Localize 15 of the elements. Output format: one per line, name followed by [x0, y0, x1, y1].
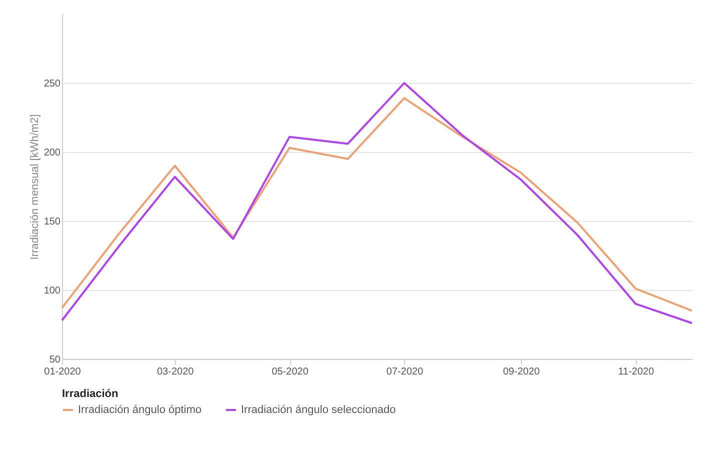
y-tick-label: 200 [44, 148, 61, 158]
y-tick-label: 250 [44, 78, 61, 90]
legend-label: Irradiación ángulo óptimo [78, 404, 202, 416]
x-tick-label: 11-2020 [618, 366, 654, 378]
x-tick-label: 03-2020 [156, 366, 194, 378]
legend-title: Irradiación [62, 388, 119, 400]
y-tick-label: 150 [44, 216, 61, 228]
y-tick-label: 50 [49, 354, 61, 366]
x-tick-label: 09-2020 [503, 366, 540, 378]
y-axis-title: Irradiación mensual [kWh/m2] [28, 114, 41, 260]
legend-label: Irradiación ángulo seleccionado [241, 404, 396, 416]
x-tick-label: 01-2020 [44, 366, 82, 378]
x-tick-label: 07-2020 [386, 366, 424, 378]
y-tick-label: 100 [44, 286, 61, 296]
x-tick-label: 05-2020 [272, 366, 309, 378]
